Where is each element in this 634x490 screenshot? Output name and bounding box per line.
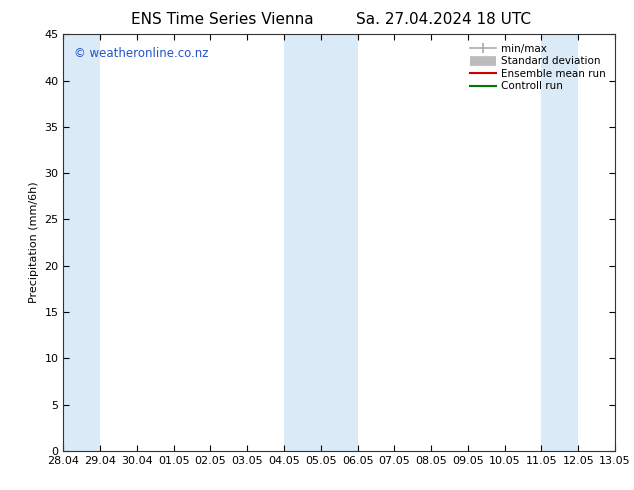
Bar (541, 34, 578, 451)
Text: Sa. 27.04.2024 18 UTC: Sa. 27.04.2024 18 UTC (356, 12, 531, 27)
Y-axis label: Precipitation (mm/6h): Precipitation (mm/6h) (29, 182, 39, 303)
Text: © weatheronline.co.nz: © weatheronline.co.nz (74, 47, 209, 60)
Text: ENS Time Series Vienna: ENS Time Series Vienna (131, 12, 313, 27)
Legend: min/max, Standard deviation, Ensemble mean run, Controll run: min/max, Standard deviation, Ensemble me… (465, 40, 610, 96)
Bar (63, 34, 100, 451)
Bar (284, 34, 358, 451)
